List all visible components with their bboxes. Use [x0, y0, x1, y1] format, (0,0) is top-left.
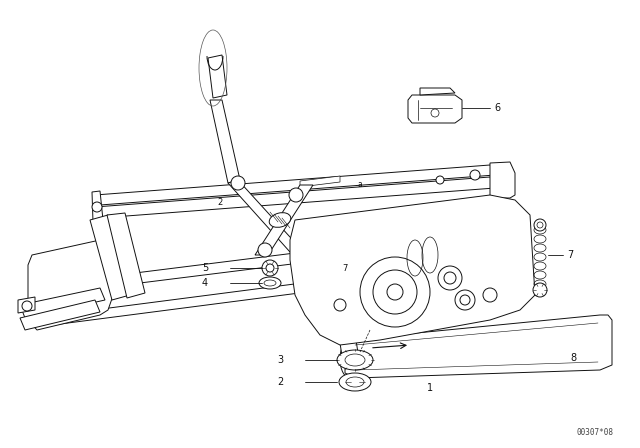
Polygon shape — [290, 195, 535, 345]
Ellipse shape — [339, 373, 371, 391]
Text: 2: 2 — [277, 377, 283, 387]
Circle shape — [258, 243, 272, 257]
Circle shape — [483, 288, 497, 302]
Ellipse shape — [346, 377, 364, 387]
Polygon shape — [345, 315, 612, 378]
Polygon shape — [255, 185, 313, 255]
Circle shape — [262, 260, 278, 276]
Circle shape — [360, 257, 430, 327]
Polygon shape — [340, 340, 358, 356]
Circle shape — [289, 188, 303, 202]
Circle shape — [455, 290, 475, 310]
Circle shape — [22, 301, 32, 311]
Text: 4: 4 — [202, 278, 208, 288]
Circle shape — [431, 109, 439, 117]
Text: 6: 6 — [494, 103, 500, 113]
Circle shape — [92, 202, 102, 212]
Polygon shape — [28, 240, 115, 330]
Polygon shape — [20, 288, 105, 318]
Circle shape — [436, 176, 444, 184]
Text: 7: 7 — [567, 250, 573, 260]
Circle shape — [534, 219, 546, 231]
Circle shape — [460, 295, 470, 305]
Polygon shape — [107, 213, 145, 298]
Polygon shape — [95, 165, 495, 205]
Text: 2: 2 — [218, 198, 223, 207]
Polygon shape — [420, 88, 455, 95]
Text: a: a — [358, 180, 362, 189]
Circle shape — [231, 176, 245, 190]
Circle shape — [334, 299, 346, 311]
Text: 5: 5 — [202, 263, 208, 273]
Circle shape — [387, 284, 403, 300]
Polygon shape — [90, 215, 130, 300]
Text: 3: 3 — [277, 355, 283, 365]
Circle shape — [537, 222, 543, 228]
Polygon shape — [20, 300, 100, 330]
Polygon shape — [95, 228, 500, 288]
Circle shape — [266, 264, 274, 272]
Ellipse shape — [259, 277, 281, 289]
Circle shape — [533, 283, 547, 297]
Circle shape — [294, 244, 306, 256]
Circle shape — [373, 270, 417, 314]
Polygon shape — [208, 55, 227, 98]
Polygon shape — [92, 191, 103, 222]
Circle shape — [438, 266, 462, 290]
Polygon shape — [408, 95, 462, 123]
Circle shape — [444, 272, 456, 284]
Polygon shape — [228, 180, 300, 252]
Ellipse shape — [345, 354, 365, 366]
Polygon shape — [300, 176, 340, 187]
Ellipse shape — [264, 280, 276, 286]
Ellipse shape — [269, 213, 291, 227]
Text: 7: 7 — [342, 263, 348, 272]
Polygon shape — [210, 100, 240, 183]
Ellipse shape — [337, 350, 373, 370]
Circle shape — [470, 170, 480, 180]
Polygon shape — [95, 177, 495, 218]
Text: 1: 1 — [427, 383, 433, 393]
Text: 00307*08: 00307*08 — [577, 427, 614, 436]
Text: 8: 8 — [570, 353, 576, 363]
Polygon shape — [18, 297, 35, 313]
Polygon shape — [490, 162, 515, 198]
Polygon shape — [32, 258, 500, 327]
